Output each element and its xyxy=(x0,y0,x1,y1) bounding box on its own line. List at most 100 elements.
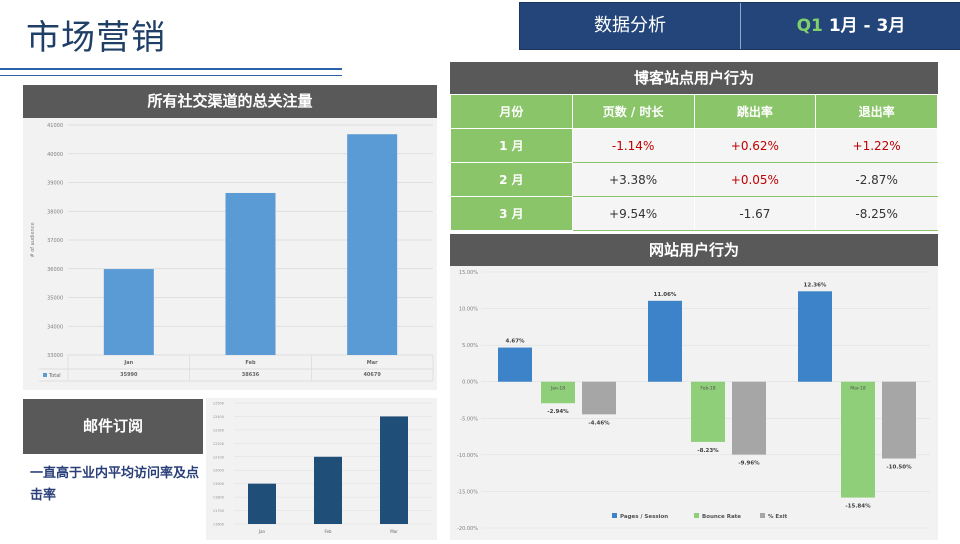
bar xyxy=(248,483,276,524)
email-note: 一直高于业内平均访问率及点击率 xyxy=(30,466,200,503)
bar xyxy=(882,381,916,459)
blog-cell: +9.54% xyxy=(571,196,695,231)
y-tick-label: 38000 xyxy=(47,209,63,215)
table-value: 35990 xyxy=(120,372,138,378)
y-tick-label: 11800 xyxy=(213,496,224,500)
blog-row-month: 1 月 xyxy=(450,128,573,163)
bar xyxy=(841,381,875,498)
blog-cell: -8.25% xyxy=(815,196,938,231)
bar xyxy=(582,381,616,415)
blog-row-month: 3 月 xyxy=(450,196,573,231)
header-box: 数据分析 Q1 1月 - 3月 xyxy=(519,2,960,50)
legend-key xyxy=(694,513,699,518)
data-label: 4.67% xyxy=(505,339,525,345)
bar xyxy=(225,192,276,355)
x-tick-label: Mar xyxy=(367,360,378,366)
header-months: 1月 - 3月 xyxy=(828,16,906,36)
social-chart-svg: 33000 34000 35000 36000 37000 38000 39000 40000… xyxy=(30,123,434,382)
y-tick-label: 39000 xyxy=(47,181,63,187)
x-tick-label: Mar-18 xyxy=(850,386,866,392)
y-tick-label: 40000 xyxy=(47,152,63,158)
y-axis-label: # of audience xyxy=(30,222,36,257)
data-label: -4.46% xyxy=(588,420,610,426)
y-tick-label: -20.00% xyxy=(457,526,478,532)
bar xyxy=(541,381,575,404)
blog-table: 月份 页数 / 时长 跳出率 退出率 1 月 -1.14% +0.62% +1.… xyxy=(450,94,938,231)
y-tick-label: 36000 xyxy=(47,267,63,273)
y-tick-label: 37000 xyxy=(47,238,63,244)
header-section-label: 数据分析 xyxy=(594,15,666,36)
legend-label: % Exit xyxy=(768,514,788,520)
y-tick-label: -15.00% xyxy=(457,489,478,495)
y-tick-label: 34000 xyxy=(47,324,63,330)
blog-cell: +0.62% xyxy=(693,128,817,163)
bar xyxy=(314,456,342,524)
page-title: 市场营销 xyxy=(26,18,166,58)
social-panel-title: 所有社交渠道的总关注量 xyxy=(23,85,437,118)
data-label: -2.94% xyxy=(547,409,569,415)
y-tick-label: -10.00% xyxy=(457,453,478,459)
data-label: 12.36% xyxy=(804,282,827,288)
y-tick-label: 12500 xyxy=(213,402,224,406)
x-tick-label: Mar xyxy=(390,529,398,534)
legend-key xyxy=(612,513,617,518)
blog-cell: -1.14% xyxy=(571,128,695,163)
header-divider xyxy=(740,3,741,49)
data-label: -15.84% xyxy=(845,504,871,510)
y-tick-label: 11900 xyxy=(213,482,224,486)
bar xyxy=(380,416,408,524)
blog-col-header: 页数 / 时长 xyxy=(571,94,695,129)
blog-cell: +0.05% xyxy=(693,162,817,197)
blog-cell: +3.38% xyxy=(571,162,695,197)
blog-table-row: 1 月 -1.14% +0.62% +1.22% xyxy=(450,128,938,163)
y-tick-label: 5.00% xyxy=(462,343,478,349)
blog-table-row: 2 月 +3.38% +0.05% -2.87% xyxy=(450,162,938,197)
bar xyxy=(732,381,766,455)
data-label: -8.23% xyxy=(697,448,719,454)
legend-key xyxy=(760,513,765,518)
blog-col-header: 月份 xyxy=(450,94,573,129)
y-tick-label: 0.00% xyxy=(462,380,478,386)
header-quarter: Q1 xyxy=(796,16,823,36)
x-tick-label: Feb-18 xyxy=(700,386,715,392)
y-tick-label: 12300 xyxy=(213,428,224,432)
y-tick-label: 11600 xyxy=(213,523,224,527)
bar xyxy=(691,381,725,442)
bar xyxy=(498,347,532,382)
y-tick-label: 15.00% xyxy=(459,270,478,276)
y-tick-label: 12200 xyxy=(213,442,224,446)
site-panel-title: 网站用户行为 xyxy=(450,234,938,266)
email-chart: 11600 11700 11800 11900 12000 12100 12200 12300… xyxy=(206,398,437,540)
x-tick-label: Jan-18 xyxy=(550,386,565,392)
y-tick-label: -5.00% xyxy=(460,416,478,422)
y-tick-label: 35000 xyxy=(47,296,63,302)
x-tick-label: Feb xyxy=(245,360,256,366)
site-chart-svg: 15.00% 10.00% 5.00% 0.00% -5.00% -10.00% -15.0… xyxy=(457,270,930,532)
table-value: 40679 xyxy=(363,372,381,378)
blog-col-header: 退出率 xyxy=(815,94,938,129)
table-value: 38636 xyxy=(242,372,260,378)
data-label: -9.96% xyxy=(738,461,760,467)
blog-cell: -1.67 xyxy=(693,196,817,231)
site-chart: 15.00% 10.00% 5.00% 0.00% -5.00% -10.00% -15.0… xyxy=(450,266,938,540)
blog-table-header-row: 月份 页数 / 时长 跳出率 退出率 xyxy=(450,94,938,129)
y-tick-label: 12100 xyxy=(213,455,224,459)
blog-col-header: 跳出率 xyxy=(693,94,817,129)
legend-label: Pages / Session xyxy=(620,514,668,520)
y-tick-label: 12400 xyxy=(213,415,224,419)
x-tick-label: Jan xyxy=(123,360,133,366)
x-tick-label: Jan xyxy=(258,529,266,534)
legend-key xyxy=(43,373,47,377)
header-period: Q1 1月 - 3月 xyxy=(741,3,960,49)
bar xyxy=(103,269,154,355)
y-tick-label: 11700 xyxy=(213,509,224,513)
table-row-label: Total xyxy=(48,373,61,379)
x-tick-label: Feb xyxy=(324,529,332,534)
y-tick-label: 41000 xyxy=(47,123,63,129)
social-chart: 33000 34000 35000 36000 37000 38000 39000 40000… xyxy=(23,118,437,390)
bar xyxy=(648,300,682,382)
blog-cell: -2.87% xyxy=(815,162,938,197)
bar xyxy=(798,291,832,382)
email-chart-svg: 11600 11700 11800 11900 12000 12100 12200 12300… xyxy=(213,402,432,534)
y-tick-label: 12000 xyxy=(213,469,224,473)
